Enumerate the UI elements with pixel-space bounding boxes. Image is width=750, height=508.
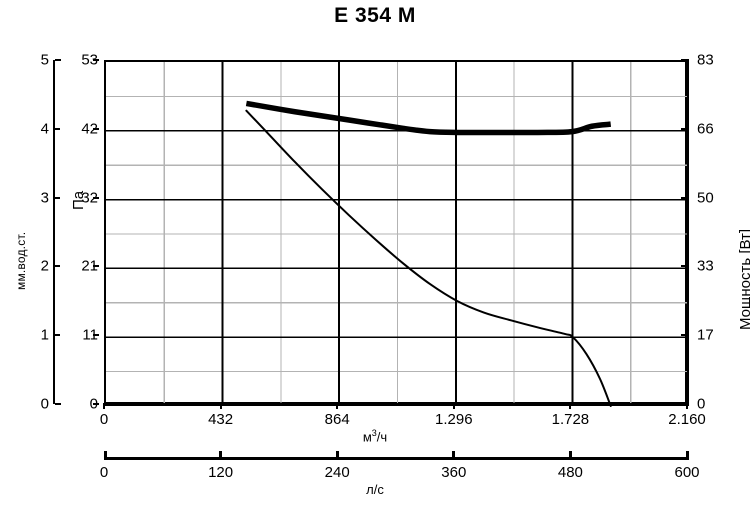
power-axis-ticks: 0 17 33 50 66 83 bbox=[697, 52, 741, 413]
pressure-tick-label: 11 bbox=[82, 326, 98, 344]
mm-water-axis-ticks: 0 1 2 3 4 5 bbox=[18, 52, 49, 413]
grid-lines bbox=[106, 62, 689, 406]
power-axis-title: Мощность [Вт] bbox=[737, 228, 750, 330]
flow-m3h-tick-label: 0 bbox=[99, 411, 109, 428]
pressure-tick-mark bbox=[93, 59, 99, 61]
pressure-tick-label: 53 bbox=[81, 51, 98, 69]
flow-m3h-tick-label: 432 bbox=[208, 411, 234, 428]
power-tick-mark bbox=[681, 265, 689, 268]
mm-water-tick-label: 5 bbox=[40, 51, 49, 69]
flow-m3h-tick-mark bbox=[336, 403, 339, 409]
mm-water-tick-label: 0 bbox=[40, 395, 49, 413]
power-tick-label: 50 bbox=[697, 189, 714, 207]
pressure-tick-mark bbox=[93, 334, 99, 337]
flow-m3h-axis-line bbox=[104, 403, 689, 406]
mm-water-tick-mark bbox=[55, 334, 60, 337]
power-curve bbox=[245, 100, 612, 136]
power-tick-mark bbox=[681, 334, 689, 337]
pressure-tick-label: 21 bbox=[81, 257, 98, 275]
flow-m3h-tick-mark bbox=[686, 403, 688, 409]
flow-ls-tick-label: 360 bbox=[441, 464, 467, 481]
flow-ls-tick-label: 0 bbox=[99, 464, 109, 481]
flow-m3h-tick-mark bbox=[219, 403, 222, 409]
plot-area bbox=[104, 60, 689, 407]
mm-water-tick-mark bbox=[55, 403, 61, 405]
flow-m3h-tick-mark bbox=[452, 403, 455, 409]
page-title: E 354 M bbox=[334, 4, 416, 27]
power-tick-label: 66 bbox=[697, 120, 714, 138]
power-tick-mark bbox=[681, 59, 689, 61]
flow-ls-tick-mark bbox=[685, 451, 689, 457]
flow-ls-tick-mark bbox=[452, 451, 456, 457]
mm-water-tick-mark bbox=[55, 196, 60, 199]
pressure-tick-mark bbox=[93, 196, 99, 199]
flow-ls-axis-line bbox=[104, 451, 689, 460]
flow-ls-tick-mark bbox=[104, 451, 107, 457]
flow-m3h-axis-title: м3/ч bbox=[0, 428, 750, 444]
mm-water-tick-label: 1 bbox=[40, 326, 49, 344]
power-tick-label: 17 bbox=[697, 326, 714, 344]
mm-water-axis-line bbox=[53, 59, 61, 405]
power-tick-label: 33 bbox=[697, 257, 714, 275]
pressure-tick-mark bbox=[93, 265, 99, 268]
mm-water-tick-mark bbox=[55, 265, 60, 268]
mm-water-tick-label: 4 bbox=[40, 120, 49, 138]
pressure-tick-mark bbox=[93, 403, 99, 405]
flow-ls-tick-mark bbox=[568, 451, 572, 457]
mm-water-tick-label: 3 bbox=[40, 189, 49, 207]
mm-water-tick-mark bbox=[55, 127, 60, 130]
mm-water-axis-title: мм.вод.ст. bbox=[14, 231, 28, 290]
power-tick-mark bbox=[681, 196, 689, 199]
flow-ls-tick-label: 480 bbox=[557, 464, 583, 481]
flow-m3h-tick-label: 2.160 bbox=[668, 411, 706, 428]
pressure-tick-mark bbox=[93, 127, 99, 130]
flow-ls-tick-label: 120 bbox=[208, 464, 234, 481]
flow-ls-axis-title: л/с bbox=[366, 482, 384, 497]
pressure-tick-label: 42 bbox=[81, 120, 98, 138]
power-tick-label: 83 bbox=[697, 51, 714, 69]
flow-m3h-tick-label: 864 bbox=[324, 411, 350, 428]
flow-m3h-tick-mark bbox=[103, 403, 105, 409]
curve-layer bbox=[245, 100, 612, 407]
pressure-curve bbox=[245, 109, 612, 407]
power-tick-label: 0 bbox=[697, 395, 706, 413]
flow-ls-tick-label: 600 bbox=[674, 464, 700, 481]
flow-ls-tick-mark bbox=[219, 451, 223, 457]
flow-m3h-tick-label: 1.728 bbox=[551, 411, 590, 428]
mm-water-tick-mark bbox=[55, 59, 61, 61]
flow-m3h-tick-label: 1.296 bbox=[435, 411, 473, 428]
flow-m3h-unit-sup: 3 bbox=[371, 428, 377, 438]
flow-m3h-unit-rest: /ч bbox=[376, 429, 388, 445]
flow-ls-tick-label: 240 bbox=[324, 464, 350, 481]
flow-ls-tick-mark bbox=[335, 451, 339, 457]
flow-m3h-tick-mark bbox=[569, 403, 572, 409]
power-axis-line bbox=[681, 59, 689, 405]
power-tick-mark bbox=[681, 127, 689, 130]
mm-water-tick-label: 2 bbox=[40, 257, 49, 275]
pressure-axis-title: Па bbox=[70, 190, 87, 210]
pressure-axis-ticks: 01121324253 bbox=[60, 52, 99, 413]
flow-m3h-unit-base: м bbox=[362, 429, 372, 445]
pressure-tick-label: 32 bbox=[81, 189, 98, 207]
